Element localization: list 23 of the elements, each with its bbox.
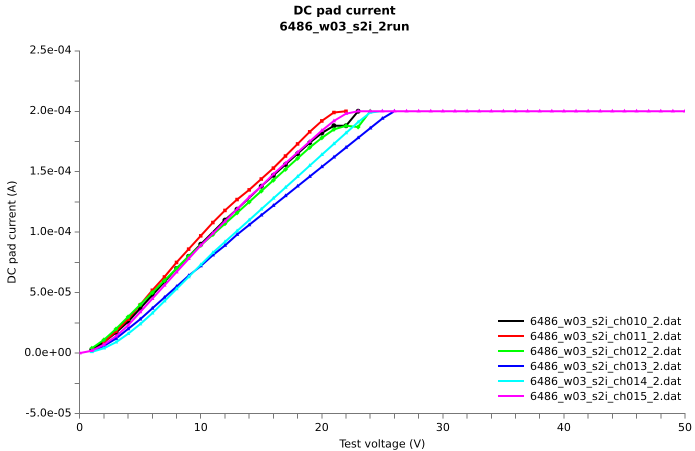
x-tick-label: 20 xyxy=(314,421,329,434)
x-tick-label: 30 xyxy=(436,421,450,434)
y-tick-label: 5.0e-05 xyxy=(29,286,72,299)
legend-label: 6486_w03_s2i_ch014_2.dat xyxy=(530,374,682,389)
y-tick-label: 0.0e+00 xyxy=(24,346,72,359)
y-tick-label: 1.0e-04 xyxy=(29,225,72,238)
y-tick-label: -5.0e-05 xyxy=(25,406,72,420)
y-tick-label: 2.5e-04 xyxy=(29,44,72,57)
legend-label: 6486_w03_s2i_ch015_2.dat xyxy=(530,388,682,404)
legend-label: 6486_w03_s2i_ch011_2.dat xyxy=(530,328,682,344)
y-tick-label: 2.0e-04 xyxy=(29,104,72,118)
chart-title: DC pad current xyxy=(293,3,396,18)
legend-label: 6486_w03_s2i_ch013_2.dat xyxy=(530,358,682,374)
legend-label: 6486_w03_s2i_ch010_2.dat xyxy=(530,314,682,329)
y-axis-title: DC pad current (A) xyxy=(5,180,18,284)
x-tick-label: 0 xyxy=(76,421,84,434)
legend-label: 6486_w03_s2i_ch012_2.dat xyxy=(530,344,682,359)
x-tick-label: 40 xyxy=(556,421,571,434)
x-tick-label: 50 xyxy=(678,421,692,434)
chart-subtitle: 6486_w03_s2i_2run xyxy=(279,20,410,34)
y-tick-label: 1.5e-04 xyxy=(29,164,72,178)
x-tick-label: 10 xyxy=(194,421,208,434)
x-axis-title: Test voltage (V) xyxy=(338,437,426,450)
